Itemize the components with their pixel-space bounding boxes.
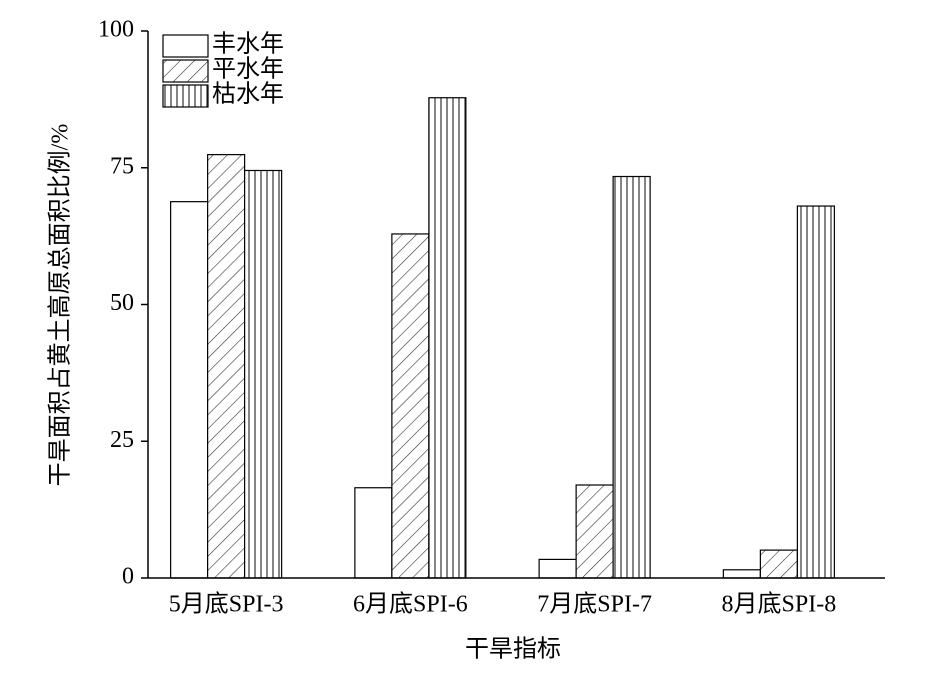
bar xyxy=(575,484,614,579)
y-tick-label: 25 xyxy=(110,427,134,453)
legend-swatch xyxy=(162,34,209,58)
bar xyxy=(538,558,577,579)
y-tick-label: 50 xyxy=(110,290,134,316)
x-tick-label: 8月底SPI-8 xyxy=(722,591,837,618)
bar xyxy=(354,487,393,579)
x-tick-label: 6月底SPI-6 xyxy=(353,591,468,618)
y-tick-label: 75 xyxy=(110,153,134,179)
x-tick-label: 7月底SPI-7 xyxy=(537,591,652,618)
legend-swatch xyxy=(162,59,209,83)
y-tick-label: 0 xyxy=(122,564,134,590)
y-tick-label: 100 xyxy=(98,17,134,43)
bar xyxy=(796,205,835,579)
bar xyxy=(612,175,651,579)
x-axis-label: 干旱指标 xyxy=(465,636,561,663)
bar xyxy=(759,549,798,579)
legend-swatch xyxy=(162,84,209,108)
bar xyxy=(722,569,761,579)
bar xyxy=(170,201,209,579)
legend-label: 枯水年 xyxy=(212,81,284,108)
bar xyxy=(207,154,246,579)
legend-label: 丰水年 xyxy=(212,31,284,58)
bar xyxy=(428,97,467,579)
y-axis-label: 干旱面积占黄土高原总面积比例/% xyxy=(47,124,74,487)
bar xyxy=(391,233,430,579)
bar xyxy=(244,169,283,579)
legend-label: 平水年 xyxy=(212,56,284,83)
x-tick-label: 5月底SPI-3 xyxy=(169,591,284,618)
